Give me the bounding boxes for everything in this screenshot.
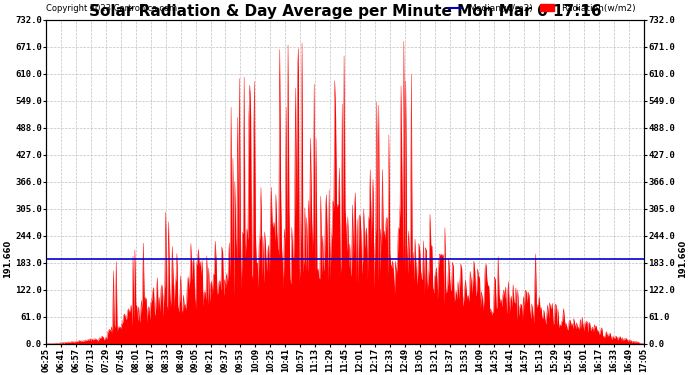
Legend: Median(w/m2), Radiation(w/m2): Median(w/m2), Radiation(w/m2) [444, 0, 640, 16]
Text: 191.660: 191.660 [678, 240, 687, 278]
Text: 191.660: 191.660 [3, 240, 12, 278]
Text: Copyright 2023 Cartronics.com: Copyright 2023 Cartronics.com [46, 4, 177, 13]
Title: Solar Radiation & Day Average per Minute Mon Mar 6 17:16: Solar Radiation & Day Average per Minute… [89, 4, 601, 19]
